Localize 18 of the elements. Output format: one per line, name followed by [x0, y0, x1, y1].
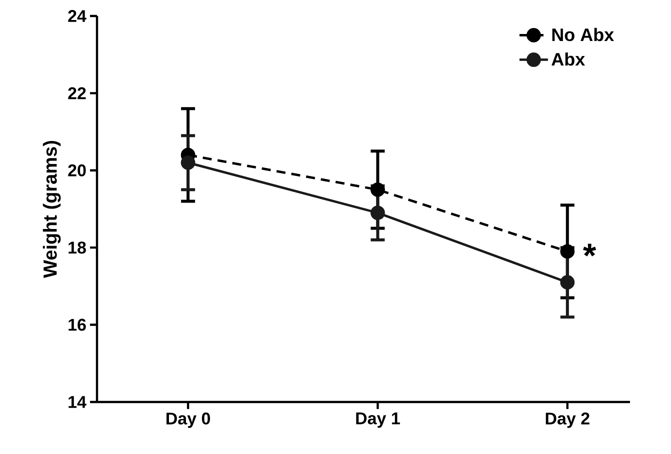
- point: [370, 182, 385, 197]
- x-tick-label: Day 1: [356, 412, 400, 428]
- point: [560, 275, 575, 290]
- legend-label: No Abx: [552, 28, 614, 42]
- y-tick-label: 14: [68, 396, 86, 408]
- x-tick-label: Day 0: [166, 412, 210, 428]
- x-tick-label: Day 2: [546, 412, 590, 428]
- annotation: *: [583, 244, 596, 256]
- y-tick-label: 20: [68, 164, 86, 176]
- y-tick-label: 16: [68, 318, 86, 331]
- y-tick-label: 24: [68, 10, 86, 22]
- y-tick-label: 22: [68, 87, 86, 100]
- point: [370, 206, 385, 220]
- point: [560, 244, 575, 259]
- y-axis-title: Weight (grams): [42, 140, 61, 278]
- y-tick-label: 18: [68, 242, 86, 254]
- legend-label: Abx: [552, 52, 586, 66]
- point: [180, 155, 196, 170]
